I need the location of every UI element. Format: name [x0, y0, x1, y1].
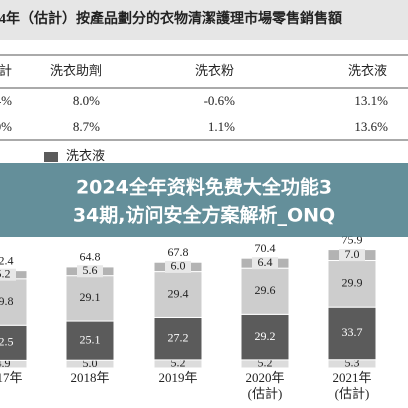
column-header: 洗衣粉 [195, 63, 234, 78]
bar-segment [0, 324, 28, 361]
value-label: 29.8 [0, 294, 14, 308]
table-cell: 13.1% [354, 93, 388, 108]
value-label: 29.1 [80, 290, 101, 304]
bar-segment [240, 313, 290, 361]
bar-segment [153, 316, 203, 361]
value-label: 29.9 [342, 276, 363, 290]
table-cell: 8.0% [73, 93, 100, 108]
x-tick-note: (估計) [248, 386, 283, 401]
column-header: 洗衣液 [348, 63, 387, 78]
banner-line: 2024全年资料免费大全功能3 [76, 176, 332, 199]
total-label: 62.4 [0, 253, 14, 267]
label-box [252, 257, 278, 270]
bar-segment [327, 306, 377, 361]
label-box [77, 265, 103, 278]
value-label: 7.0 [345, 247, 360, 261]
label-box [0, 268, 16, 281]
value-label: 22.5 [0, 335, 14, 349]
total-label: 67.8 [168, 245, 189, 259]
label-box [339, 249, 365, 262]
value-label: 6.4 [258, 255, 273, 269]
value-label: 29.6 [255, 283, 276, 297]
banner-band [0, 163, 408, 237]
value-label: 29.4 [168, 286, 189, 300]
bar-segment [240, 267, 290, 315]
banner-line: 34期,访问安全方案解析_ONQ [73, 204, 335, 227]
value-label: 29.2 [255, 329, 276, 343]
value-label: 6.0 [171, 259, 186, 273]
bar-segment [65, 320, 115, 361]
chart: 洗衣液4.922.529.85.262.42017年5.025.129.15.6… [0, 148, 377, 401]
table-cell: 13.6% [354, 119, 388, 134]
table: 總計 洗衣助劑 洗衣粉 洗衣液 6.4% 8.0% -0.6% 13.1% 7.0% 8.7% 1.… [0, 63, 388, 134]
column-header: 總計 [0, 63, 12, 78]
bar-segment [0, 278, 28, 326]
legend-swatch [44, 152, 58, 162]
banner: 2024全年资料免费大全功能3 34期,访问安全方案解析_ONQ [0, 163, 408, 237]
value-label: 5.6 [83, 263, 98, 277]
table-cell: 8.7% [73, 119, 100, 134]
x-tick-label: 2021年 [332, 370, 371, 385]
value-label: 25.1 [80, 332, 101, 346]
value-label: 5.2 [0, 266, 11, 280]
page-title: 2024年（估計）按產品劃分的衣物清潔護理市場零售銷售額 [0, 10, 342, 27]
table-cell: 7.0% [0, 119, 12, 134]
legend-label: 洗衣液 [66, 148, 105, 163]
bar-segment [153, 271, 203, 318]
x-tick-label: 2017年 [0, 370, 23, 385]
label-box [165, 260, 191, 273]
table-cell: 1.1% [208, 119, 235, 134]
total-label: 64.8 [80, 250, 101, 264]
table-cell: -0.6% [204, 93, 236, 108]
x-tick-label: 2018年 [70, 370, 109, 385]
title-band [0, 0, 408, 40]
x-tick-label: 2020年 [245, 370, 284, 385]
value-label: 4.9 [0, 356, 11, 370]
value-label: 33.7 [342, 325, 363, 339]
table-cell: 6.4% [0, 93, 12, 108]
x-tick-note: (估計) [335, 386, 370, 401]
total-label: 70.4 [255, 241, 276, 255]
value-label: 27.2 [168, 330, 189, 344]
column-header: 洗衣助劑 [50, 63, 102, 78]
x-tick-label: 2019年 [158, 370, 197, 385]
